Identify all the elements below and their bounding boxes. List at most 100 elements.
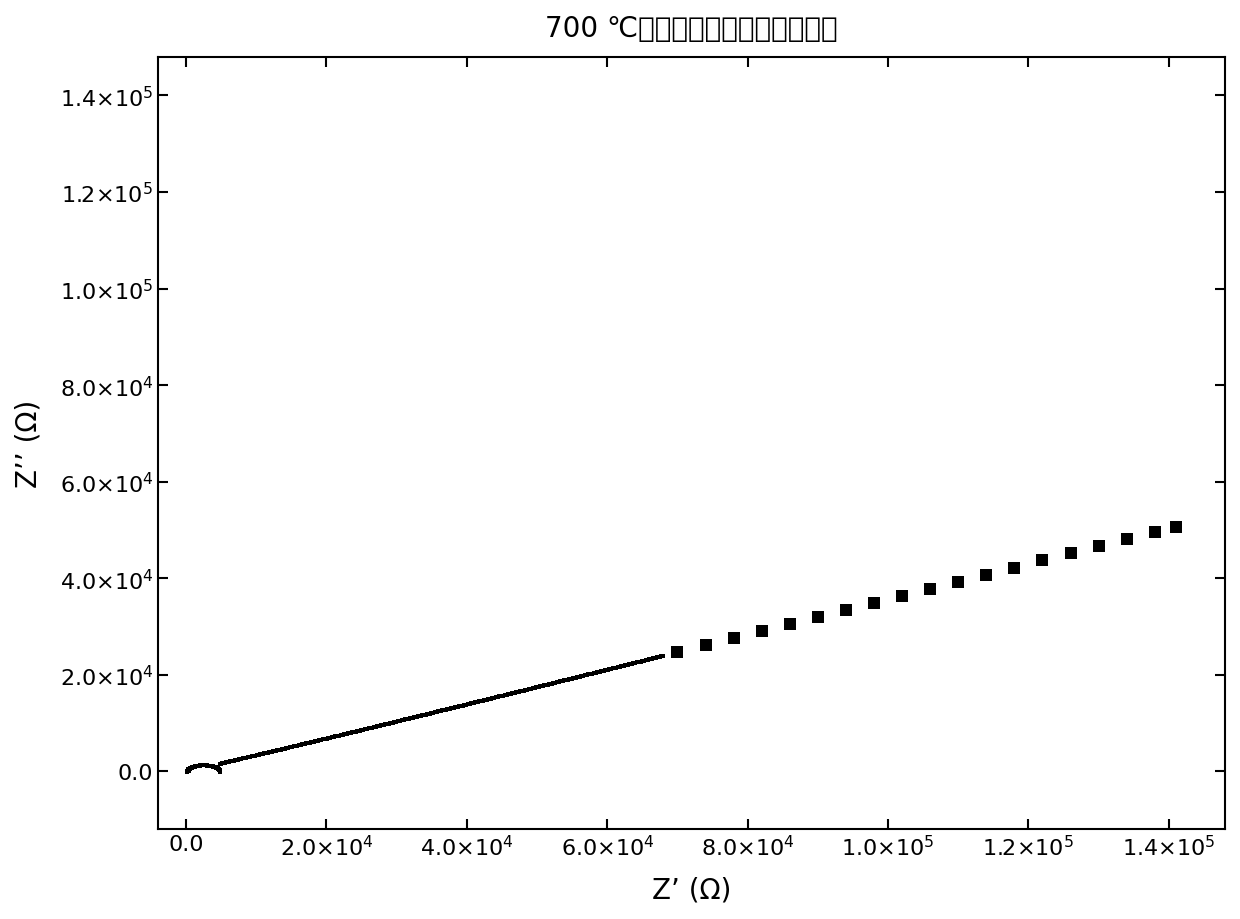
Point — [181, 761, 201, 776]
Point — [443, 701, 463, 716]
Point — [179, 763, 198, 777]
Point — [569, 670, 589, 685]
Point — [201, 759, 221, 774]
Point — [608, 660, 627, 675]
Point — [196, 758, 216, 773]
Point — [196, 758, 216, 773]
Point — [180, 762, 200, 777]
Point — [491, 689, 511, 704]
Point — [202, 759, 222, 774]
Point — [208, 762, 228, 777]
Point — [583, 666, 603, 681]
Point — [272, 742, 291, 756]
Point — [476, 693, 496, 708]
Point — [219, 754, 239, 769]
Point — [186, 759, 206, 774]
Point — [314, 732, 334, 747]
Point — [461, 697, 481, 711]
Point — [492, 688, 512, 703]
Point — [190, 758, 210, 773]
Point — [192, 758, 212, 773]
Point — [312, 732, 332, 747]
Point — [405, 709, 425, 724]
Point — [182, 760, 202, 775]
Point — [208, 762, 228, 777]
Point — [269, 743, 289, 757]
Point — [190, 758, 210, 773]
Point — [232, 752, 252, 766]
Point — [179, 762, 198, 777]
Point — [277, 741, 296, 755]
Point — [531, 679, 551, 694]
Point — [507, 685, 527, 699]
Point — [301, 735, 321, 750]
Point — [207, 761, 227, 776]
Point — [472, 694, 492, 709]
Point — [428, 705, 448, 720]
Point — [480, 692, 500, 707]
Point — [539, 677, 559, 692]
Point — [206, 760, 226, 775]
Point — [517, 683, 537, 698]
Point — [177, 764, 197, 778]
Point — [250, 747, 270, 762]
Point — [207, 761, 227, 776]
Point — [187, 759, 207, 774]
Point — [177, 764, 197, 778]
Point — [290, 738, 310, 753]
Point — [489, 689, 508, 704]
Point — [208, 762, 228, 777]
Point — [202, 759, 222, 774]
Point — [180, 761, 200, 776]
Point — [211, 765, 231, 779]
Point — [562, 672, 582, 686]
Point — [182, 760, 202, 775]
Point — [210, 764, 229, 778]
Point — [529, 680, 549, 695]
Point — [1033, 553, 1053, 568]
Point — [285, 739, 305, 754]
Point — [445, 700, 465, 715]
Point — [368, 719, 388, 733]
Point — [305, 734, 325, 749]
Point — [202, 759, 222, 774]
Point — [198, 758, 218, 773]
Point — [177, 764, 197, 778]
Point — [537, 677, 557, 692]
Point — [184, 760, 203, 775]
Point — [201, 759, 221, 774]
Point — [191, 758, 211, 773]
Point — [353, 722, 373, 737]
Point — [618, 658, 637, 673]
Point — [466, 695, 486, 709]
Point — [465, 696, 485, 710]
Point — [649, 650, 668, 664]
Point — [346, 724, 366, 739]
Point — [185, 759, 205, 774]
Point — [205, 760, 224, 775]
Point — [205, 760, 224, 775]
Point — [206, 761, 226, 776]
Point — [203, 759, 223, 774]
Point — [591, 664, 611, 679]
Point — [188, 758, 208, 773]
Point — [262, 744, 281, 759]
Point — [634, 653, 653, 668]
Point — [414, 708, 434, 722]
Point — [254, 746, 274, 761]
Point — [595, 664, 615, 678]
Point — [197, 758, 217, 773]
Point — [485, 690, 505, 705]
Point — [451, 698, 471, 713]
Point — [247, 748, 267, 763]
Point — [198, 758, 218, 773]
Point — [205, 760, 224, 775]
Point — [208, 762, 228, 777]
Point — [394, 712, 414, 727]
Point — [210, 764, 229, 778]
Point — [211, 765, 231, 779]
Point — [455, 698, 475, 712]
Point — [177, 764, 197, 778]
Point — [553, 674, 573, 688]
Point — [263, 744, 283, 759]
